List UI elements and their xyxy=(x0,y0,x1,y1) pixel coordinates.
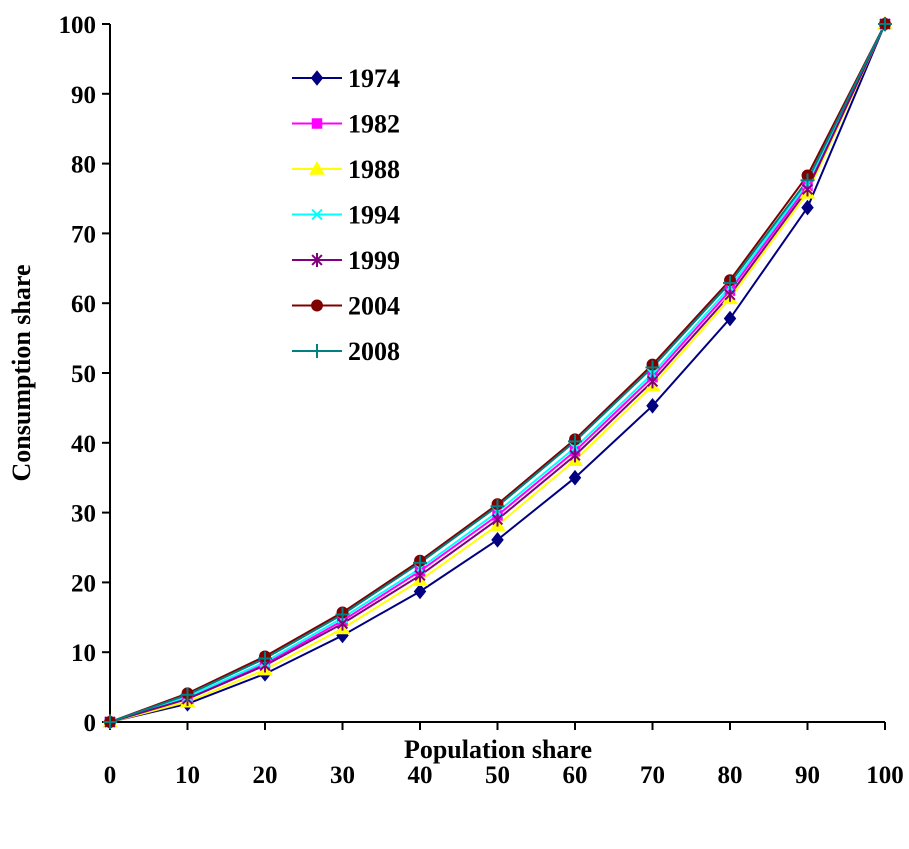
x-tick-label: 10 xyxy=(175,762,200,789)
series-line-1999 xyxy=(109,23,886,723)
data-point xyxy=(723,310,737,327)
data-point xyxy=(414,568,426,583)
series-markers xyxy=(102,15,893,730)
y-tick-label: 20 xyxy=(71,570,96,597)
data-point xyxy=(801,199,814,216)
legend-marker xyxy=(311,253,323,267)
data-point xyxy=(491,512,504,527)
data-point xyxy=(335,607,350,622)
series-markers-1982 xyxy=(104,18,891,728)
x-tick-label: 80 xyxy=(718,762,743,789)
series-line-1974 xyxy=(109,23,886,723)
legend-marker xyxy=(311,208,323,221)
legend-label: 2008 xyxy=(348,337,400,366)
x-tick-label: 70 xyxy=(640,762,665,789)
y-tick-label: 90 xyxy=(71,82,96,109)
data-point xyxy=(800,173,815,188)
legend-item: 1994 xyxy=(292,201,400,230)
legend-item: 2004 xyxy=(292,292,400,321)
x-tick-label: 60 xyxy=(563,762,588,789)
legend-label: 1982 xyxy=(348,110,400,139)
series-line-2004 xyxy=(109,23,886,723)
legend: 1974 1982 1988 1994 1999 2004 2008 xyxy=(292,64,400,366)
legend-marker xyxy=(311,299,323,312)
x-tick-label: 90 xyxy=(795,762,820,789)
data-point xyxy=(569,448,581,463)
data-point xyxy=(103,715,117,729)
y-tick-label: 10 xyxy=(71,640,96,667)
y-tick-label: 0 xyxy=(84,710,97,737)
y-tick-label: 50 xyxy=(71,361,96,388)
legend-item: 1982 xyxy=(292,110,400,139)
x-tick-label: 20 xyxy=(253,762,278,789)
data-point xyxy=(646,398,659,414)
data-point xyxy=(491,532,504,548)
data-point xyxy=(878,17,892,31)
y-axis-label: Consumption share xyxy=(7,265,36,482)
series-line-1994 xyxy=(109,23,886,723)
legend-marker xyxy=(309,160,325,175)
legend-marker xyxy=(311,118,323,129)
legend-marker xyxy=(310,344,324,358)
x-tick-label: 50 xyxy=(485,762,510,789)
legend-label: 1988 xyxy=(348,155,400,184)
x-axis-label: Population share xyxy=(404,735,592,764)
x-tick-label: 100 xyxy=(866,762,904,789)
x-tick-label: 30 xyxy=(330,762,355,789)
legend-item: 1988 xyxy=(292,155,400,184)
series-markers-2004 xyxy=(104,18,891,728)
axes xyxy=(102,23,886,730)
data-point xyxy=(646,374,659,389)
legend-label: 1999 xyxy=(348,246,400,275)
legend-label: 1974 xyxy=(348,64,400,93)
legend-marker xyxy=(310,70,324,86)
data-point xyxy=(568,469,582,486)
series-lines xyxy=(109,23,886,723)
y-tick-labels: 0 10 20 30 40 50 60 70 80 90 100 xyxy=(59,12,97,737)
y-tick-label: 70 xyxy=(71,221,96,248)
y-tick-label: 100 xyxy=(59,12,97,39)
data-point xyxy=(723,275,737,290)
series-markers-1988 xyxy=(102,15,893,728)
series-markers-2008 xyxy=(103,17,892,729)
data-point xyxy=(413,555,427,570)
data-point xyxy=(490,499,505,514)
x-tick-label: 0 xyxy=(104,762,117,789)
y-tick-label: 60 xyxy=(71,291,96,318)
legend-item: 2008 xyxy=(292,337,400,366)
data-point xyxy=(258,651,272,666)
series-markers-1994 xyxy=(104,18,891,728)
legend-item: 1999 xyxy=(292,246,400,275)
legend-label: 1994 xyxy=(348,201,400,230)
y-tick-label: 40 xyxy=(71,431,96,458)
legend-label: 2004 xyxy=(348,292,400,321)
data-point xyxy=(180,687,195,702)
y-tick-label: 80 xyxy=(71,152,96,179)
series-line-1982 xyxy=(109,23,886,723)
series-markers-1974 xyxy=(103,16,892,730)
data-point xyxy=(413,583,427,600)
series-line-2008 xyxy=(109,23,886,723)
series-line-1988 xyxy=(109,23,886,723)
data-point xyxy=(645,360,660,375)
x-tick-label: 40 xyxy=(408,762,433,789)
x-tick-labels: 0 10 20 30 40 50 60 70 80 90 100 xyxy=(104,762,904,789)
legend-item: 1974 xyxy=(292,64,400,93)
data-point xyxy=(568,434,582,449)
y-tick-label: 30 xyxy=(71,501,96,528)
data-point xyxy=(724,287,736,302)
series-markers-1999 xyxy=(104,17,891,729)
